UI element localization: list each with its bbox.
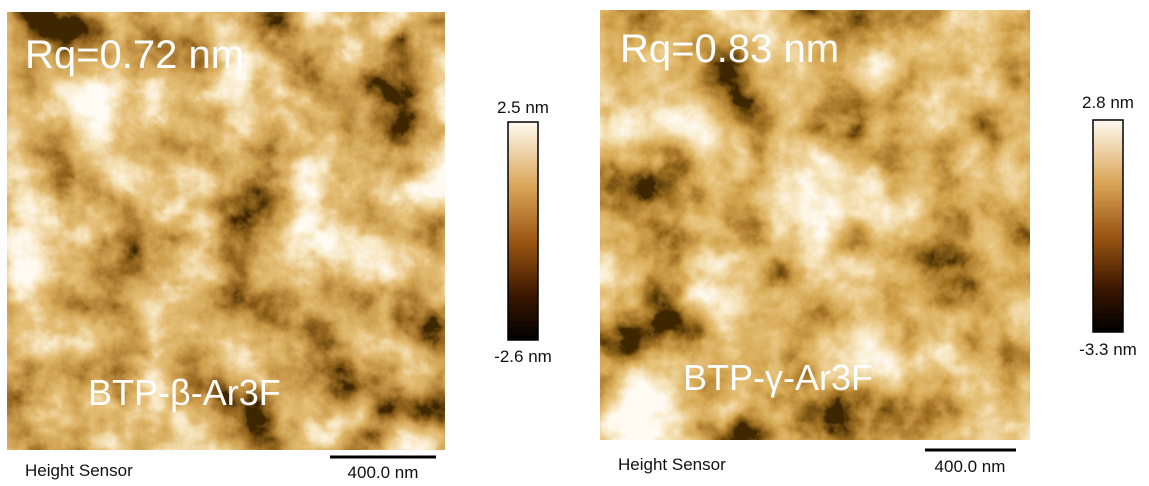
colorbar-max: 2.5 nm xyxy=(497,98,549,117)
scale-bar-label: 400.0 nm xyxy=(348,463,419,482)
figure: Rq=0.72 nm BTP-β-Ar3F 2.5 nm -2.6 nm Hei… xyxy=(0,0,1149,486)
colorbar-max: 2.8 nm xyxy=(1082,93,1134,112)
channel-label: Height Sensor xyxy=(25,461,133,480)
channel-label: Height Sensor xyxy=(618,455,726,474)
sample-label: BTP-β-Ar3F xyxy=(88,372,281,413)
sample-label: BTP-γ-Ar3F xyxy=(683,357,873,398)
rq-label: Rq=0.72 nm xyxy=(25,33,244,77)
colorbar-min: -2.6 nm xyxy=(494,347,552,366)
scale-bar-label: 400.0 nm xyxy=(935,457,1006,476)
colorbar xyxy=(1093,120,1123,332)
rq-label: Rq=0.83 nm xyxy=(620,27,839,71)
colorbar-min: -3.3 nm xyxy=(1079,340,1137,359)
colorbar xyxy=(508,122,538,340)
